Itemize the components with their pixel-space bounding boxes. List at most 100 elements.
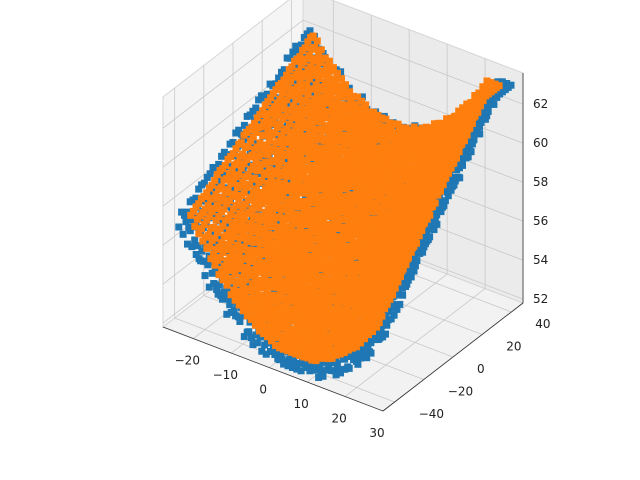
point-series-1 <box>293 262 301 270</box>
point-series-1 <box>313 65 321 73</box>
point-series-1 <box>310 317 318 325</box>
point-series-0 <box>280 66 288 74</box>
y-tick-label: −20 <box>448 385 473 399</box>
point-series-1 <box>272 167 280 175</box>
point-series-1 <box>319 350 327 358</box>
point-series-1 <box>320 273 328 281</box>
point-series-1 <box>265 277 273 285</box>
point-series-1 <box>242 254 250 262</box>
point-series-1 <box>199 209 207 217</box>
point-series-1 <box>406 126 414 134</box>
point-series-1 <box>377 210 385 217</box>
point-series-1 <box>301 96 309 104</box>
point-series-1 <box>331 319 339 327</box>
point-series-1 <box>369 120 376 128</box>
point-series-1 <box>382 135 390 143</box>
point-series-1 <box>354 93 362 101</box>
point-series-1 <box>269 117 277 125</box>
point-series-1 <box>412 168 420 176</box>
point-series-1 <box>414 126 422 134</box>
point-series-1 <box>248 123 256 131</box>
point-series-1 <box>204 202 212 209</box>
point-series-1 <box>340 248 348 256</box>
point-series-1 <box>290 151 298 159</box>
point-series-1 <box>262 158 269 166</box>
point-series-1 <box>235 224 243 232</box>
point-series-1 <box>316 155 324 163</box>
point-series-1 <box>410 123 418 131</box>
point-series-1 <box>260 198 268 206</box>
point-series-1 <box>298 211 306 219</box>
point-series-1 <box>318 265 326 273</box>
point-series-0 <box>263 90 271 98</box>
point-series-1 <box>292 296 299 304</box>
point-series-1 <box>306 195 314 203</box>
point-series-1 <box>412 180 420 188</box>
point-series-1 <box>346 170 354 178</box>
point-series-1 <box>303 349 310 357</box>
point-series-1 <box>392 159 400 167</box>
point-series-0 <box>244 281 252 289</box>
point-series-1 <box>314 203 322 211</box>
point-series-1 <box>361 173 369 181</box>
point-series-1 <box>304 91 312 98</box>
point-series-1 <box>300 320 308 328</box>
point-series-1 <box>217 183 225 191</box>
point-series-0 <box>246 147 254 155</box>
point-series-1 <box>357 133 364 141</box>
point-series-1 <box>254 295 262 303</box>
point-series-1 <box>235 278 243 286</box>
point-series-1 <box>263 141 271 149</box>
point-series-1 <box>314 318 322 326</box>
point-series-1 <box>327 160 335 168</box>
point-series-1 <box>350 92 358 100</box>
z-tick-label: 56 <box>533 214 548 228</box>
point-series-1 <box>200 193 208 201</box>
point-series-1 <box>374 274 381 282</box>
point-series-0 <box>235 126 243 134</box>
point-series-1 <box>216 197 224 205</box>
point-series-1 <box>381 207 389 214</box>
point-series-1 <box>253 285 261 293</box>
point-series-1 <box>334 220 342 228</box>
point-series-1 <box>266 165 273 173</box>
point-series-1 <box>320 307 328 315</box>
point-series-1 <box>390 137 398 145</box>
point-series-1 <box>265 322 273 330</box>
point-series-1 <box>378 169 386 176</box>
point-series-1 <box>218 239 226 247</box>
point-series-1 <box>369 265 377 273</box>
point-series-1 <box>390 120 398 128</box>
point-series-1 <box>261 101 269 109</box>
point-series-1 <box>250 313 258 321</box>
point-series-1 <box>334 201 342 209</box>
point-series-1 <box>225 170 233 178</box>
point-series-1 <box>373 192 381 200</box>
point-series-1 <box>342 243 350 251</box>
x-tick-label: 10 <box>293 397 308 411</box>
point-series-1 <box>304 284 311 292</box>
point-series-1 <box>326 83 333 91</box>
point-series-1 <box>335 346 343 354</box>
point-series-0 <box>289 48 297 56</box>
point-series-1 <box>373 224 381 232</box>
point-series-0 <box>236 318 244 325</box>
point-series-1 <box>300 298 308 306</box>
point-series-0 <box>229 139 237 146</box>
point-series-1 <box>319 237 327 245</box>
point-series-0 <box>383 321 391 329</box>
point-series-0 <box>275 74 283 82</box>
point-series-1 <box>384 216 392 224</box>
point-series-1 <box>288 332 296 340</box>
point-series-1 <box>350 243 358 251</box>
point-series-1 <box>393 133 401 141</box>
point-series-1 <box>432 124 440 132</box>
point-series-1 <box>275 213 283 221</box>
point-series-1 <box>288 90 296 98</box>
point-series-1 <box>298 292 306 300</box>
point-series-0 <box>306 27 314 35</box>
point-series-1 <box>332 351 340 359</box>
point-series-0 <box>316 79 324 87</box>
point-series-1 <box>213 171 221 179</box>
